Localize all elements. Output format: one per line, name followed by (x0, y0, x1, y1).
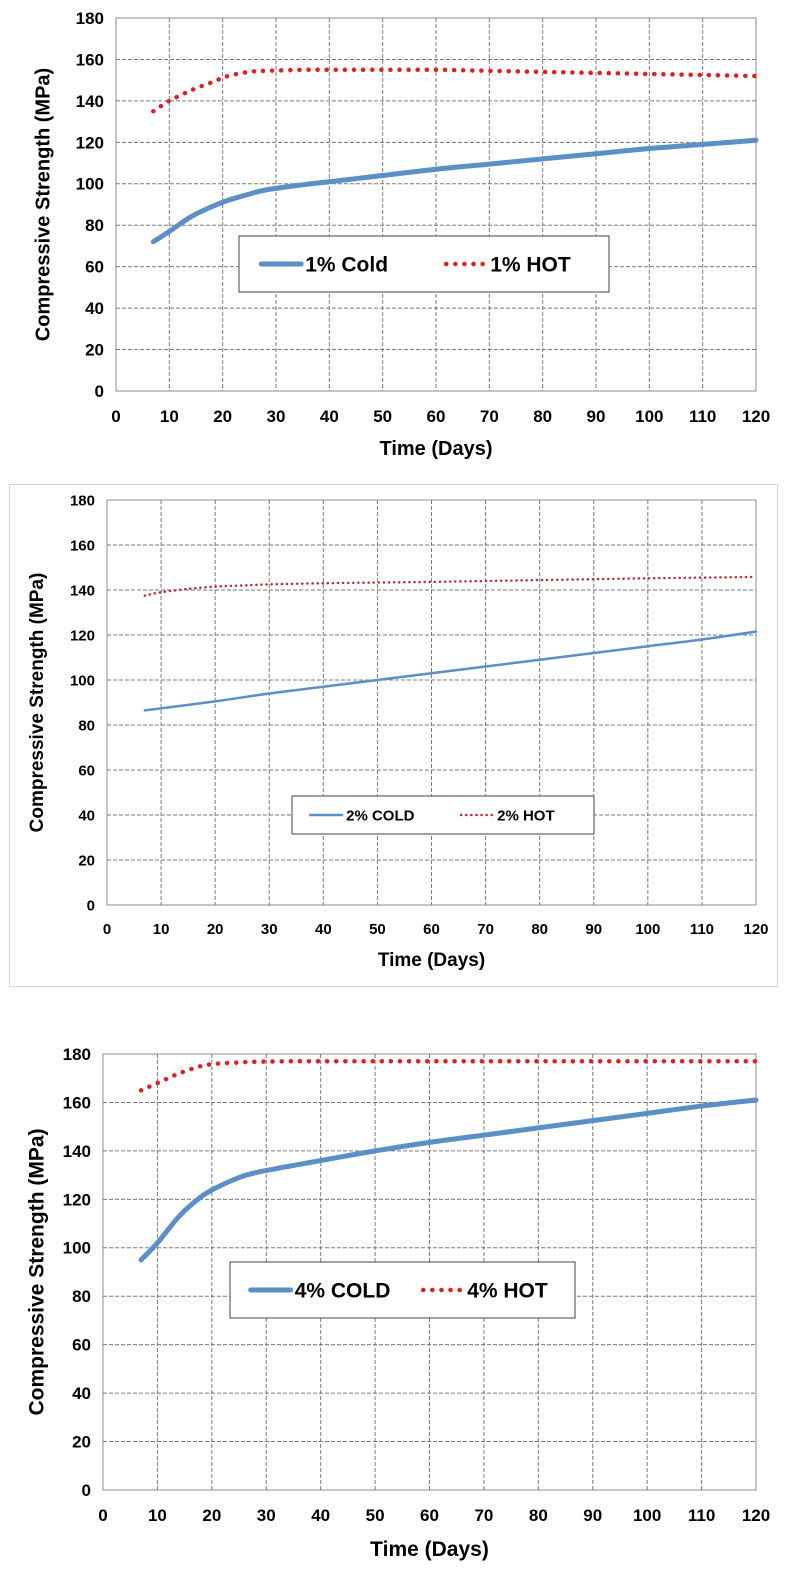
x-tick-label: 120 (743, 921, 768, 938)
y-tick-label: 40 (78, 807, 95, 824)
x-tick-label: 10 (160, 407, 179, 426)
legend-label-1: 1% Cold (305, 254, 388, 277)
chart-3-svg: 0 10 20 30 40 50 60 70 80 90 100 110 120 0 20 40 60 80 100… (26, 1045, 771, 1561)
chart-panel-2: 0 10 20 30 40 50 60 70 80 90 100 110 120 0 20 40 60 80 100… (0, 484, 791, 986)
x-tick-label: 30 (257, 1506, 276, 1525)
x-tick-label: 0 (103, 921, 111, 938)
legend-label-2: 4% HOT (467, 1280, 548, 1303)
y-tick-label: 160 (63, 1093, 91, 1112)
y-axis-label: Compressive Strength (MPa) (32, 68, 54, 341)
legend: 1% Cold 1% HOT (238, 235, 610, 293)
x-tick-label: 0 (111, 407, 120, 426)
legend-label-2: 1% HOT (490, 254, 571, 277)
x-tick-label: 120 (742, 407, 770, 426)
chart-2-svg: 0 10 20 30 40 50 60 70 80 90 100 110 120 0 20 40 60 80 100… (27, 492, 769, 971)
x-tick-label: 110 (689, 407, 716, 426)
x-tick-label: 10 (148, 1506, 167, 1525)
y-tick-label: 20 (78, 852, 95, 869)
y-tick-label: 80 (72, 1287, 91, 1306)
x-tick-label: 80 (533, 407, 552, 426)
y-tick-label: 80 (78, 717, 95, 734)
legend: 4% COLD 4% HOT (229, 1261, 576, 1319)
y-tick-label: 100 (76, 175, 104, 194)
x-tick-label: 30 (261, 921, 278, 938)
y-axis-label: Compressive Strength (MPa) (27, 573, 48, 833)
x-tick-label: 80 (531, 921, 548, 938)
series-line-1 (150, 137, 759, 245)
x-tick-label: 20 (213, 407, 232, 426)
x-tick-label: 70 (480, 407, 499, 426)
x-tick-label: 50 (369, 921, 386, 938)
y-tick-label: 20 (85, 341, 104, 360)
x-tick-label: 100 (635, 407, 663, 426)
y-tick-label: 20 (72, 1433, 91, 1452)
x-tick-label: 110 (690, 921, 714, 938)
legend-label-2: 2% HOT (497, 807, 555, 824)
x-tick-label: 40 (311, 1506, 330, 1525)
y-tick-label: 160 (70, 537, 95, 554)
series-line-1 (143, 630, 758, 712)
y-tick-label: 0 (87, 897, 95, 914)
legend: 2% COLD 2% HOT (291, 795, 595, 835)
y-tick-label: 140 (76, 92, 104, 111)
x-tick-label: 20 (207, 921, 224, 938)
legend-label-1: 4% COLD (295, 1280, 391, 1303)
y-tick-label: 120 (76, 133, 104, 152)
chart-panel-1: 0 10 20 30 40 50 60 70 80 90 100 110 120 0 20 40 60 80 100… (0, 0, 791, 478)
x-tick-label: 60 (423, 921, 440, 938)
y-tick-label: 100 (63, 1239, 91, 1258)
series-line-2 (143, 575, 758, 597)
series-line-2 (138, 1058, 759, 1093)
y-tick-label: 80 (85, 216, 104, 235)
x-tick-label: 70 (474, 1506, 493, 1525)
legend-label-1: 2% COLD (346, 807, 415, 824)
y-axis-label: Compressive Strength (MPa) (26, 1128, 49, 1415)
x-tick-label: 0 (98, 1506, 107, 1525)
y-tick-label: 180 (63, 1045, 91, 1064)
y-tick-label: 100 (70, 672, 95, 689)
x-tick-label: 60 (427, 407, 446, 426)
y-tick-label: 180 (70, 492, 95, 509)
x-tick-label: 40 (320, 407, 339, 426)
y-tick-label: 120 (63, 1190, 91, 1209)
x-tick-label: 100 (633, 1506, 661, 1525)
y-tick-label: 160 (76, 50, 104, 69)
x-tick-label: 50 (373, 407, 392, 426)
x-tick-label: 120 (742, 1506, 770, 1525)
x-tick-label: 40 (315, 921, 332, 938)
chart-1-svg: 0 10 20 30 40 50 60 70 80 90 100 110 120 0 20 40 60 80 100… (32, 9, 770, 460)
chart-panel-3: 0 10 20 30 40 50 60 70 80 90 100 110 120 0 20 40 60 80 100… (0, 1030, 791, 1594)
x-tick-label: 50 (366, 1506, 385, 1525)
y-tick-label: 40 (85, 299, 104, 318)
x-tick-label: 90 (585, 921, 602, 938)
x-axis-label: Time (Days) (378, 950, 485, 971)
x-axis-label: Time (Days) (379, 438, 492, 460)
x-tick-label: 70 (477, 921, 494, 938)
y-tick-label: 140 (63, 1142, 91, 1161)
x-tick-label: 10 (153, 921, 170, 938)
y-tick-label: 0 (82, 1481, 91, 1500)
y-tick-label: 0 (95, 382, 104, 401)
series-line-1 (138, 1097, 759, 1263)
x-tick-label: 80 (529, 1506, 548, 1525)
y-tick-label: 120 (70, 627, 95, 644)
y-tick-label: 40 (72, 1384, 91, 1403)
x-axis-label: Time (Days) (370, 1538, 489, 1561)
y-tick-label: 60 (72, 1336, 91, 1355)
x-tick-label: 60 (420, 1506, 439, 1525)
x-tick-label: 20 (202, 1506, 221, 1525)
x-tick-label: 110 (688, 1506, 715, 1525)
x-tick-label: 90 (583, 1506, 602, 1525)
chart-panel-2-frame (9, 484, 778, 987)
y-tick-label: 60 (78, 762, 95, 779)
y-tick-label: 140 (70, 582, 95, 599)
x-tick-label: 30 (267, 407, 286, 426)
x-tick-label: 100 (635, 921, 660, 938)
y-tick-label: 60 (85, 258, 104, 277)
x-tick-label: 90 (587, 407, 606, 426)
y-tick-label: 180 (76, 9, 104, 28)
